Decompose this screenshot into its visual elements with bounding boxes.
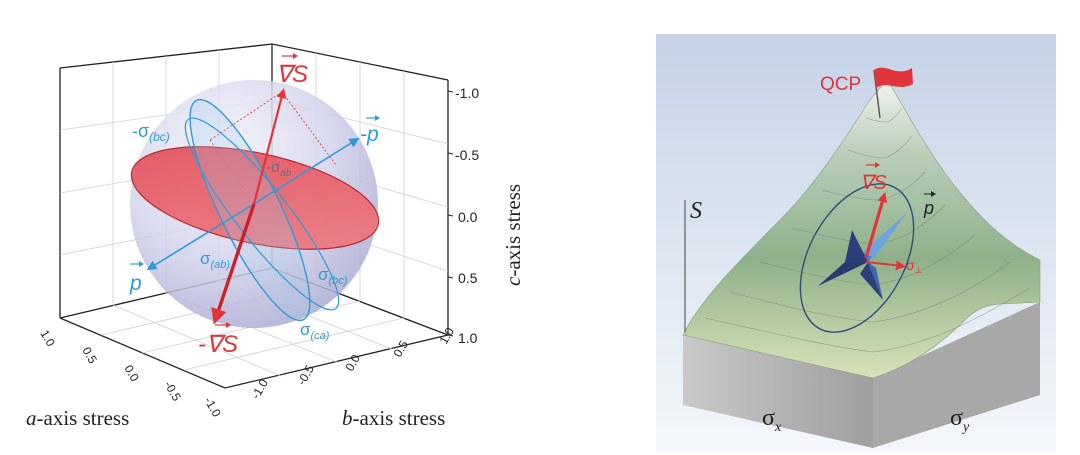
a-tick: 1.0 [37,328,58,350]
c-tick: -1.0 [455,85,479,101]
a-tick: -1.0 [201,395,224,420]
b-tick: 1.0 [436,325,457,347]
b-tick: -1.0 [248,376,271,401]
sigma-bc-label: σ(bc) [318,265,348,287]
s-axis-label: S [690,198,702,224]
blue-ellipse-ca [184,117,340,311]
c-tick: 1.0 [458,330,478,346]
c-axis-ticks: -1.0 -0.5 0.0 0.5 1.0 [455,85,479,346]
right-p-label: p [923,191,936,218]
svg-text:p: p [923,198,934,218]
b-tick: 0.0 [342,352,363,374]
sigma-perp-label: σ⊥ [906,257,923,275]
sigma-y-label: σy [950,405,970,435]
a-tick: 0.0 [121,363,142,385]
b-axis-label: b-axis stress [342,406,445,430]
terrain-right-side [873,302,1040,448]
qcp-flag [873,67,913,119]
svg-text:p: p [129,272,142,295]
c-axis-label: c-axis stress [501,184,525,286]
surface-grad-s-arrow [864,192,888,259]
terrain-front-side [683,335,873,448]
sigma-ca-label: σ(ca) [300,320,330,342]
terrain-surface [682,81,1041,379]
p-label: p [129,261,144,295]
neg-p-axis-arrow [253,137,360,205]
c-tick: 0.0 [458,209,478,225]
p-axis-arrow [146,203,255,271]
sigma-x-label: σx [762,405,782,435]
b-tick: -0.5 [294,362,317,387]
surface-ellipse [799,183,915,333]
a-axis-label: a-axis stress [26,406,129,430]
svg-text:∇S: ∇S [276,61,308,88]
neg-sigma-ab-label: -σab [266,159,292,179]
qcp-label: QCP [820,74,861,95]
svg-text:-p: -p [360,123,379,146]
neg-grad-s-label: -∇S [198,322,238,358]
a-tick: 0.5 [79,345,100,367]
sigma-perp-arrow [865,260,906,271]
c-tick-marks [447,90,454,337]
compass-star [818,214,906,300]
neg-sigma-bc-label: -σ(bc) [132,121,170,144]
b-tick: 0.5 [390,338,411,360]
neg-p-label: -p [360,115,380,146]
svg-text:∇S: ∇S [860,172,887,194]
grad-s-arrow [252,88,287,205]
left-panel: ∇S -∇S -σ(bc) -σab -p p σ(ab) σ(bc) σ(ca… [26,43,525,430]
c-tick: 0.5 [458,270,478,286]
neg-grad-s-arrow [211,203,256,325]
right-panel: QCP S ∇S p σ⊥ σx σy [656,34,1056,452]
svg-text:-∇S: -∇S [198,331,238,358]
sigma-ab-label: σ(ab) [200,249,230,271]
b-axis-ticks: 1.0 0.5 0.0 -0.5 -1.0 [248,325,457,402]
a-tick: -0.5 [161,379,184,404]
grad-s-label: ∇S [276,53,308,88]
right-grad-s-label: ∇S [860,162,887,194]
c-tick: -0.5 [455,147,479,163]
